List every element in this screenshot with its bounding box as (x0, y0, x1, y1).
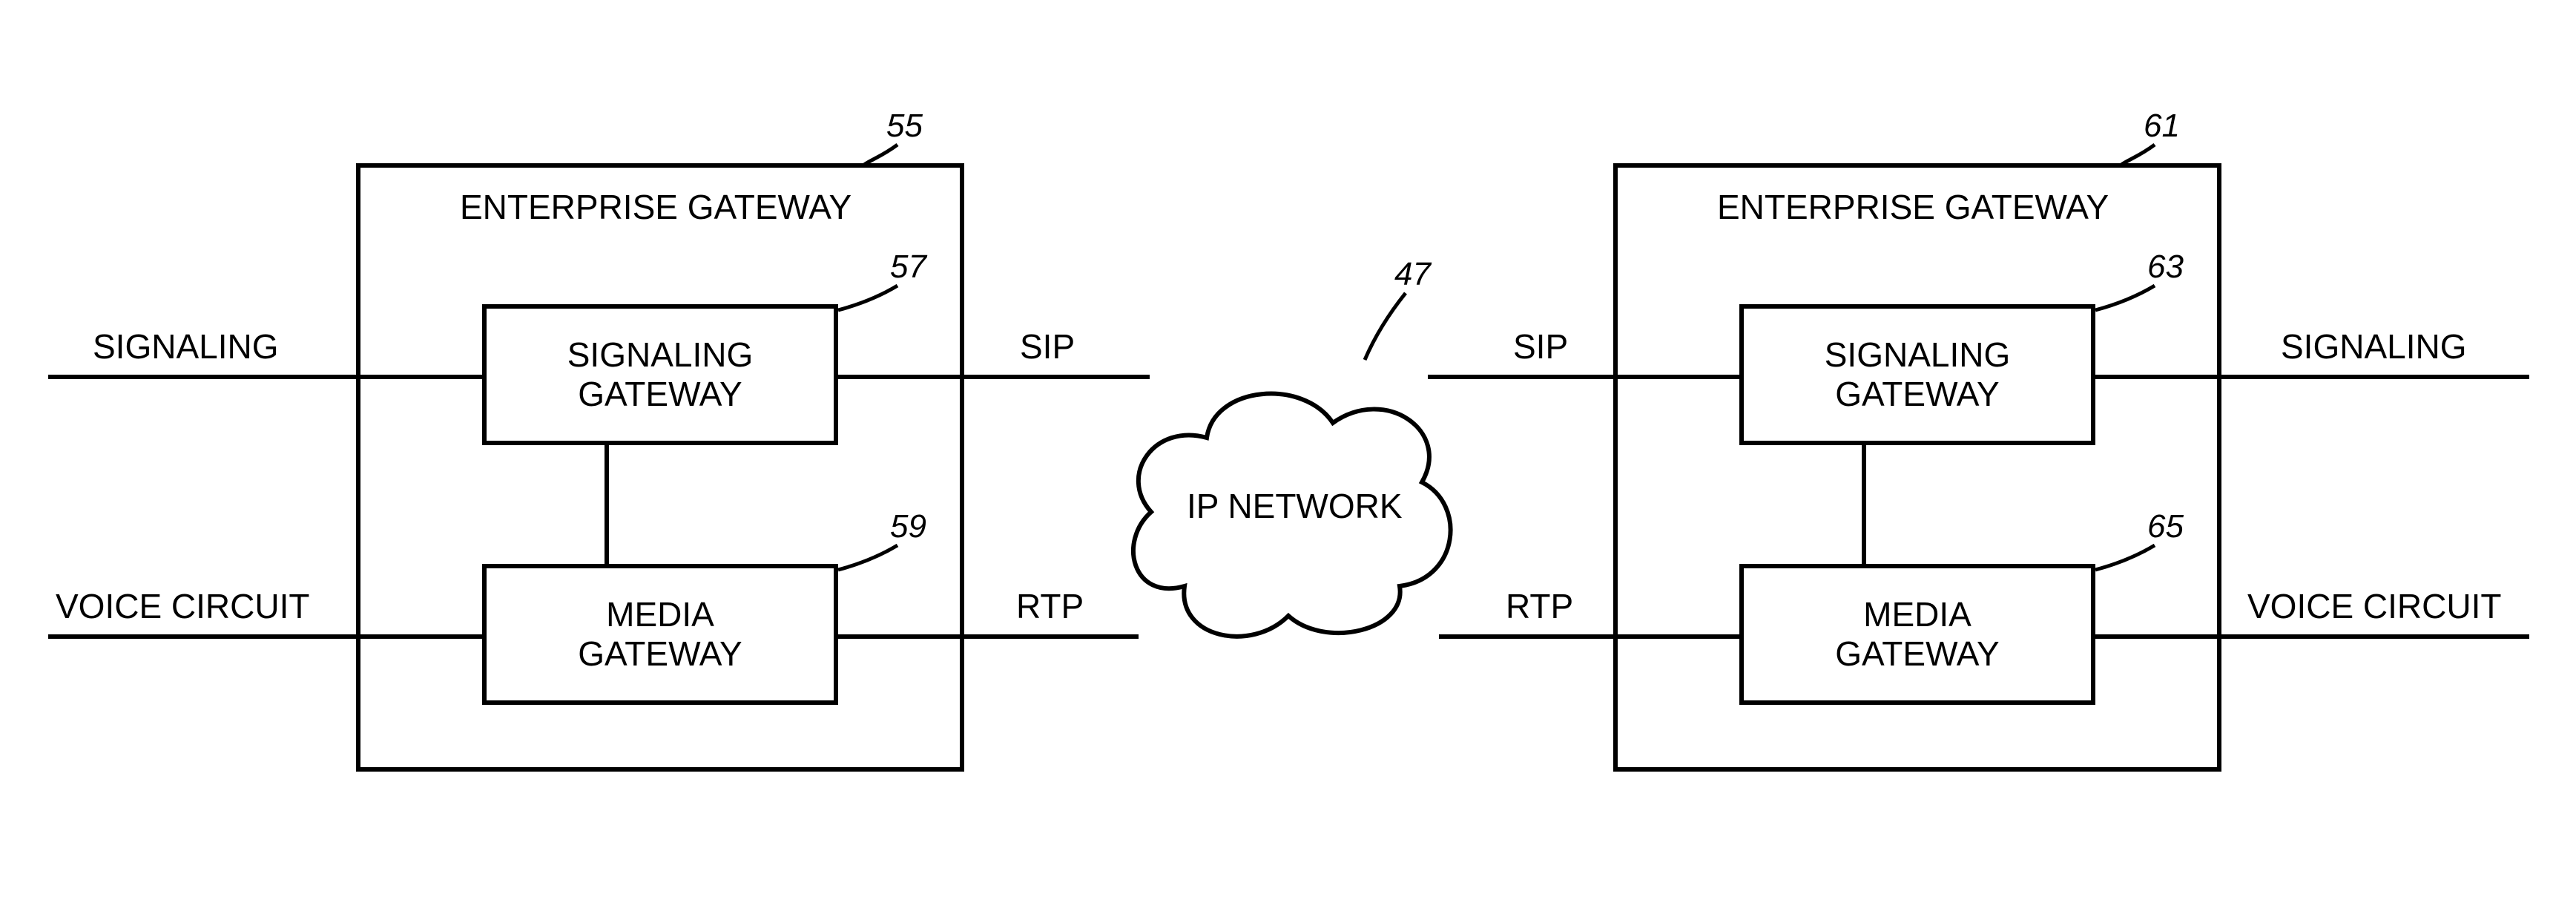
ref-61: 61 (2144, 108, 2180, 145)
label-mid-sip-right: SIP (1513, 326, 1568, 367)
line-mid-signaling-right (1428, 375, 1613, 379)
right-signaling-gateway-label: SIGNALING GATEWAY (1825, 335, 2011, 414)
line-left-inside-signaling (360, 375, 487, 379)
line-left-inside-signaling-r (834, 375, 964, 379)
right-signaling-gateway-box: SIGNALING GATEWAY (1739, 304, 2095, 445)
ref-57: 57 (890, 249, 926, 286)
ref-65: 65 (2147, 508, 2184, 545)
ref-59: 59 (890, 508, 926, 545)
left-media-gateway-box: MEDIA GATEWAY (482, 564, 838, 705)
line-right-inside-signaling-r (2091, 375, 2221, 379)
left-media-gateway-label: MEDIA GATEWAY (578, 595, 742, 674)
line-left-inside-voice-r (834, 634, 964, 639)
left-signaling-gateway-label: SIGNALING GATEWAY (567, 335, 754, 414)
ref-47: 47 (1394, 256, 1431, 293)
line-right-voice-ext (2221, 634, 2529, 639)
line-right-signaling-ext (2221, 375, 2529, 379)
ip-network-label: IP NETWORK (1187, 486, 1403, 526)
line-mid-voice-right (1439, 634, 1613, 639)
left-enterprise-gateway-title: ENTERPRISE GATEWAY (460, 187, 851, 227)
right-media-gateway-label: MEDIA GATEWAY (1835, 595, 2000, 674)
line-right-internal-vertical (1862, 445, 1866, 568)
label-mid-rtp-left: RTP (1016, 586, 1084, 626)
diagram-canvas: ENTERPRISE GATEWAY SIGNALING GATEWAY MED… (0, 0, 2576, 920)
line-right-inside-voice-l (1618, 634, 1744, 639)
label-right-signaling: SIGNALING (2281, 326, 2467, 367)
label-left-signaling: SIGNALING (93, 326, 279, 367)
left-signaling-gateway-box: SIGNALING GATEWAY (482, 304, 838, 445)
line-left-internal-vertical (605, 445, 609, 568)
right-enterprise-gateway-title: ENTERPRISE GATEWAY (1717, 187, 2109, 227)
label-left-voice: VOICE CIRCUIT (56, 586, 309, 626)
label-mid-sip-left: SIP (1020, 326, 1075, 367)
line-left-inside-voice (360, 634, 487, 639)
label-mid-rtp-right: RTP (1506, 586, 1573, 626)
line-right-inside-signaling-l (1618, 375, 1744, 379)
line-right-inside-voice-r (2091, 634, 2221, 639)
ref-55: 55 (886, 108, 923, 145)
label-right-voice: VOICE CIRCUIT (2247, 586, 2501, 626)
right-media-gateway-box: MEDIA GATEWAY (1739, 564, 2095, 705)
ref-63: 63 (2147, 249, 2184, 286)
